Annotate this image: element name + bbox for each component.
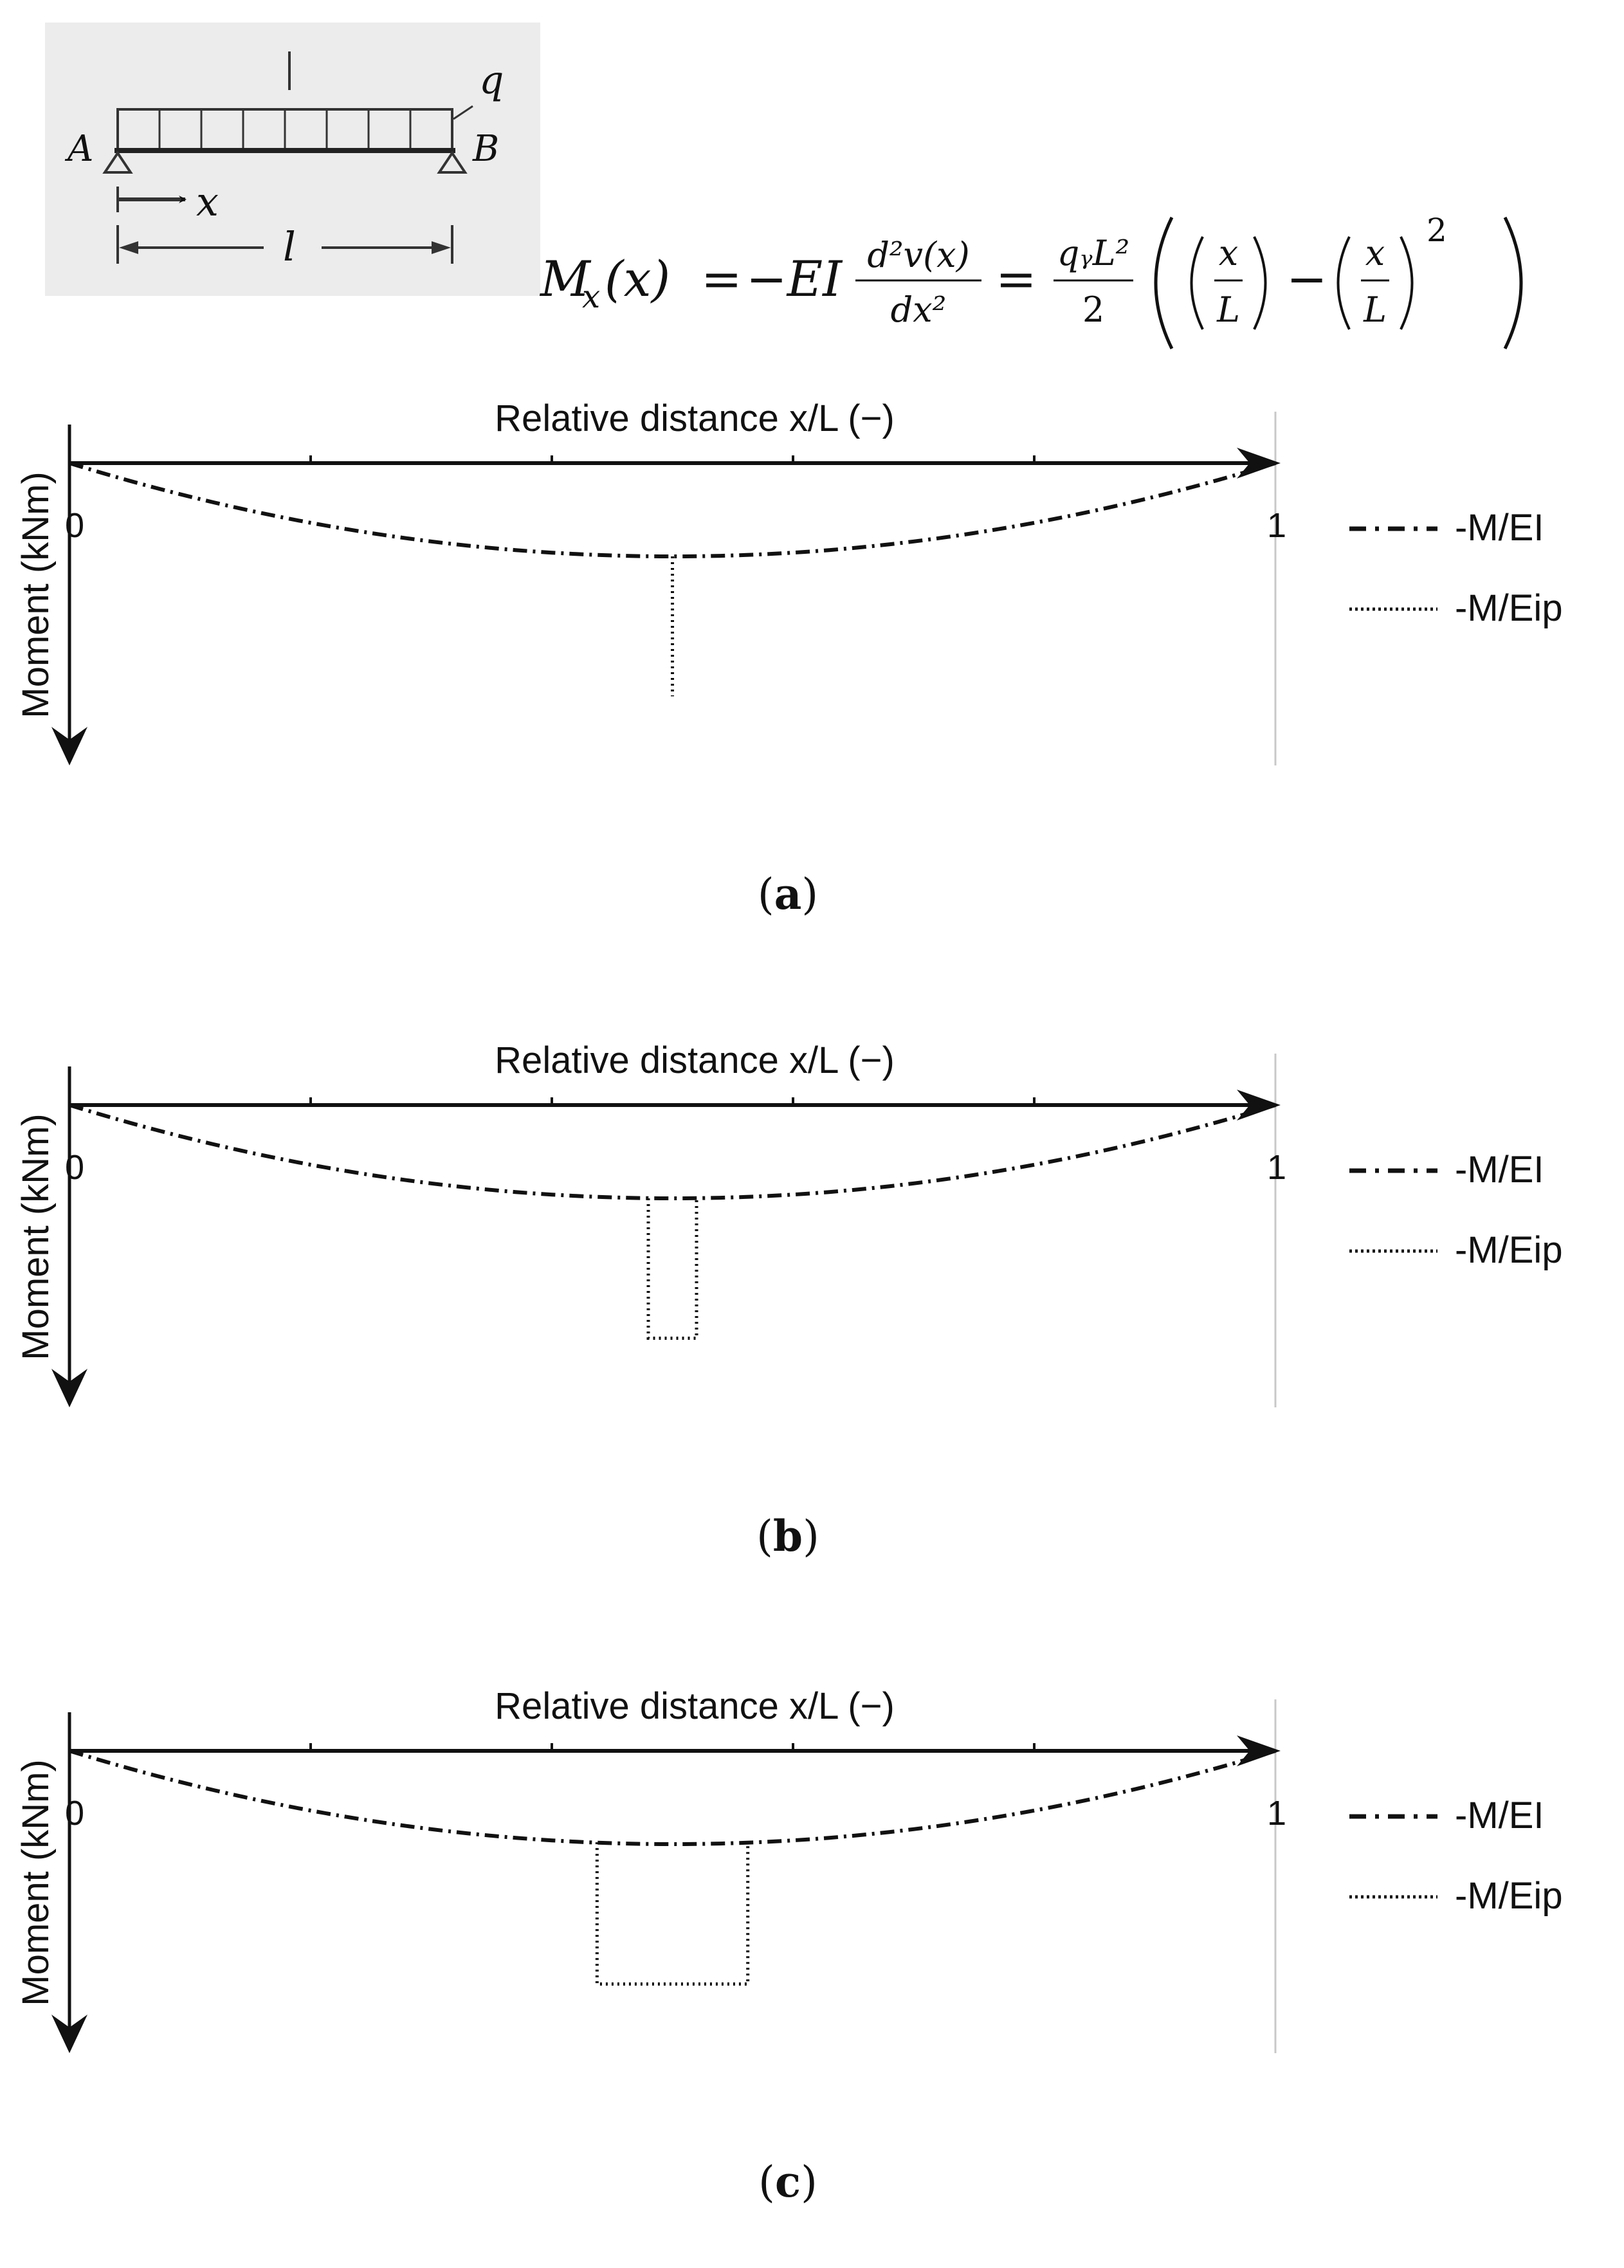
chart-panel-a: 0 1 Relative distance x/L (−) Moment (kNm) -…: [15, 398, 1563, 919]
legend-label: -M/Eip: [1455, 1229, 1563, 1271]
y-axis-label: Moment (kNm): [15, 471, 57, 718]
x-tick-label: 0: [65, 506, 84, 545]
x-tick-label: 0: [65, 1794, 84, 1833]
load-hatch: [158, 111, 412, 148]
y-axis-label: Moment (kNm): [15, 1113, 57, 1360]
span-arrow-left-icon: [119, 241, 138, 254]
x-tick-label: 1: [1267, 1794, 1286, 1833]
formula-minus: −: [1286, 250, 1327, 307]
y-axis-label: Moment (kNm): [15, 1759, 57, 2006]
beam-sketch: A B q x l: [45, 23, 540, 296]
series-line-m-ei: [69, 461, 1276, 559]
y-axis-arrow-icon: [51, 727, 87, 765]
term1-paren-right: [1253, 236, 1267, 330]
legend-label: -M/Eip: [1455, 1875, 1563, 1917]
formula-eq2: =: [996, 250, 1037, 307]
chart-panels: 0 1 Relative distance x/L (−) Moment (kNm) -…: [15, 398, 1563, 2207]
legend-label: -M/EI: [1455, 507, 1544, 549]
formula-lhs: M: [539, 250, 592, 307]
formula-eq1: =: [701, 250, 742, 307]
panel-caption: (a): [758, 869, 818, 919]
formula-deriv-den: dx²: [891, 289, 947, 330]
x-tick-label: 0: [65, 1148, 84, 1187]
y-axis-arrow-icon: [51, 2015, 87, 2053]
formula-term1-den: L: [1216, 289, 1240, 330]
legend-label: -M/EI: [1455, 1149, 1544, 1191]
support-a-icon: [102, 151, 133, 174]
series-line-m-eip: [646, 1198, 698, 1340]
support-b-icon: [437, 151, 468, 174]
formula-term2-num: x: [1365, 233, 1385, 273]
y-axis-arrow-icon: [51, 1369, 87, 1407]
series-line-m-ei: [69, 1103, 1276, 1201]
legend-label: -M/EI: [1455, 1795, 1544, 1836]
x-tick-label: 1: [1267, 1148, 1286, 1187]
formula-term2-den: L: [1363, 289, 1387, 330]
coordinate-label: x: [196, 178, 219, 225]
formula-lhs-sub: x: [582, 278, 600, 315]
load-leader: [453, 105, 473, 120]
term1-paren-left: [1190, 236, 1204, 330]
support-b-label: B: [472, 128, 499, 170]
chart-panel-c: 0 1 Relative distance x/L (−) Moment (kNm) -…: [15, 1685, 1563, 2207]
panel-caption: (c): [758, 2157, 817, 2207]
chart-panel-b: 0 1 Relative distance x/L (−) Moment (kNm) -…: [15, 1039, 1563, 1561]
formula-term1-num: x: [1219, 233, 1238, 273]
formula-deriv-num: d²v(x): [867, 235, 969, 275]
outer-paren-left: [1154, 216, 1174, 350]
formula-neg-ei: −EI: [746, 250, 843, 307]
moment-formula: M x (x) = −EI d²v(x) dx² = qᵧL² 2 x L − …: [539, 212, 1523, 350]
legend-label: -M/Eip: [1455, 587, 1563, 629]
term2-paren-right: [1400, 236, 1414, 330]
x-axis-label: Relative distance x/L (−): [495, 1039, 895, 1081]
formula-power: 2: [1427, 212, 1447, 249]
x-tick-label: 1: [1267, 506, 1286, 545]
formula-coef-num: qᵧL²: [1057, 233, 1129, 273]
span-arrow-right-icon: [432, 241, 451, 254]
support-a-label: A: [64, 128, 93, 170]
formula-coef-den: 2: [1082, 289, 1104, 330]
panel-caption: (b): [756, 1511, 819, 1561]
series-line-m-ei: [69, 1749, 1276, 1847]
series-line-m-eip: [595, 1842, 750, 1986]
x-axis-label: Relative distance x/L (−): [495, 1685, 895, 1727]
span-label: l: [283, 223, 296, 270]
outer-paren-right: [1503, 216, 1523, 350]
formula-lhs-arg: (x): [605, 250, 670, 307]
load-label: q: [479, 58, 504, 103]
x-axis-label: Relative distance x/L (−): [495, 398, 895, 439]
term2-paren-left: [1337, 236, 1351, 330]
